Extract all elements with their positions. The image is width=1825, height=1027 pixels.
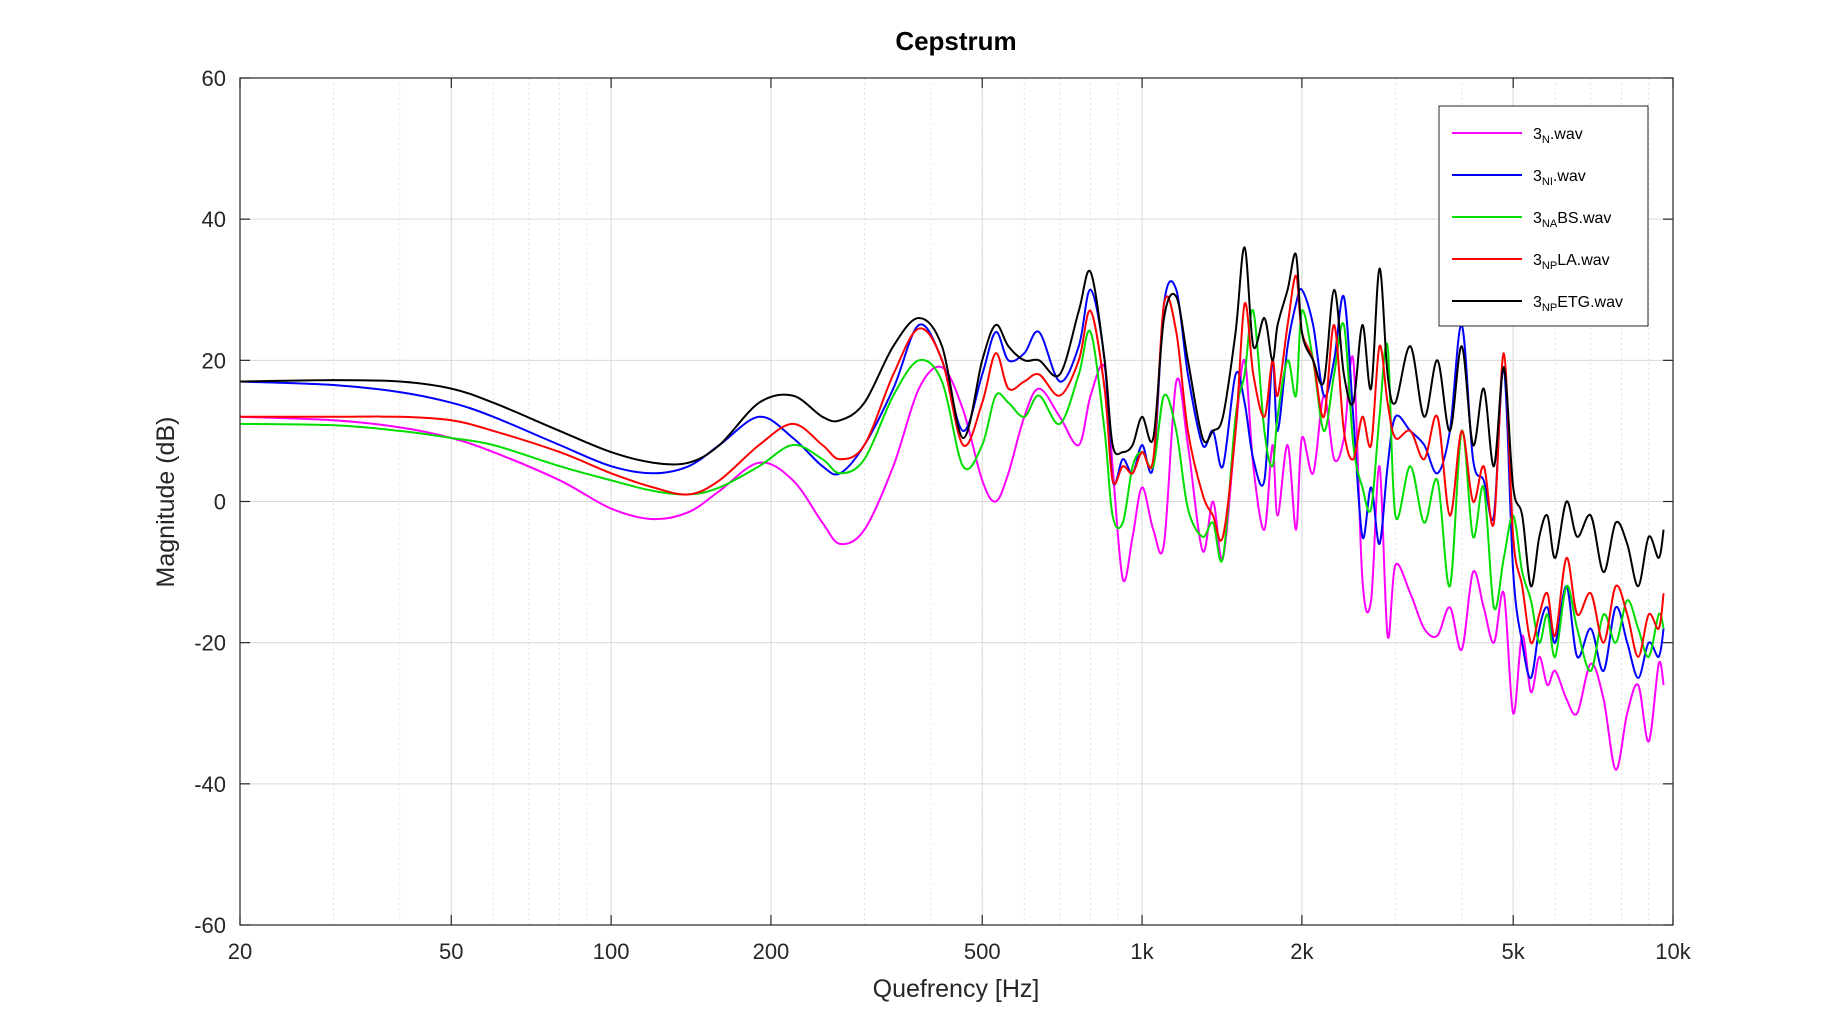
- x-tick-label: 5k: [1502, 939, 1526, 964]
- x-tick-label: 2k: [1290, 939, 1314, 964]
- legend-entry-5: 3NPETG.wav: [1533, 294, 1623, 314]
- chart-title: Cepstrum: [895, 26, 1016, 56]
- x-tick-label: 50: [439, 939, 463, 964]
- series-line-2: [240, 280, 1665, 680]
- series-line-3: [240, 308, 1665, 672]
- x-tick-label: 1k: [1130, 939, 1154, 964]
- y-tick-label: -20: [194, 631, 226, 656]
- x-tick-label: 20: [228, 939, 252, 964]
- tick-labels: 20 50 100 200 500 1k 2k 5k 10k -60 -40 -20 0 20 40 60: [194, 66, 1692, 964]
- y-tick-label: 0: [214, 490, 226, 515]
- y-tick-label: -60: [194, 913, 226, 938]
- x-axis-label: Quefrency [Hz]: [873, 975, 1040, 1003]
- series-line-4: [240, 274, 1665, 658]
- legend: 3N.wav 3NI.wav 3NABS.wav 3NPLA.wav 3NPETG.wa…: [1438, 105, 1649, 327]
- legend-entry-4: 3NPLA.wav: [1533, 252, 1610, 272]
- x-tick-label: 200: [753, 939, 790, 964]
- legend-entry-2: 3NI.wav: [1533, 168, 1586, 188]
- series-line-1: [240, 355, 1665, 771]
- y-tick-label: 20: [202, 348, 226, 373]
- legend-entry-1: 3N.wav: [1533, 126, 1583, 146]
- y-tick-label: 40: [202, 207, 226, 232]
- series-line-5: [240, 246, 1665, 588]
- series-layer: [240, 246, 1665, 771]
- y-axis-label: Magnitude (dB): [152, 417, 180, 588]
- y-tick-label: 60: [202, 66, 226, 91]
- x-tick-label: 500: [964, 939, 1001, 964]
- x-tick-label: 100: [593, 939, 630, 964]
- ticks: [239, 77, 1674, 926]
- x-tick-label: 10k: [1655, 939, 1691, 964]
- legend-entry-3: 3NABS.wav: [1533, 210, 1611, 230]
- y-tick-label: -40: [194, 772, 226, 797]
